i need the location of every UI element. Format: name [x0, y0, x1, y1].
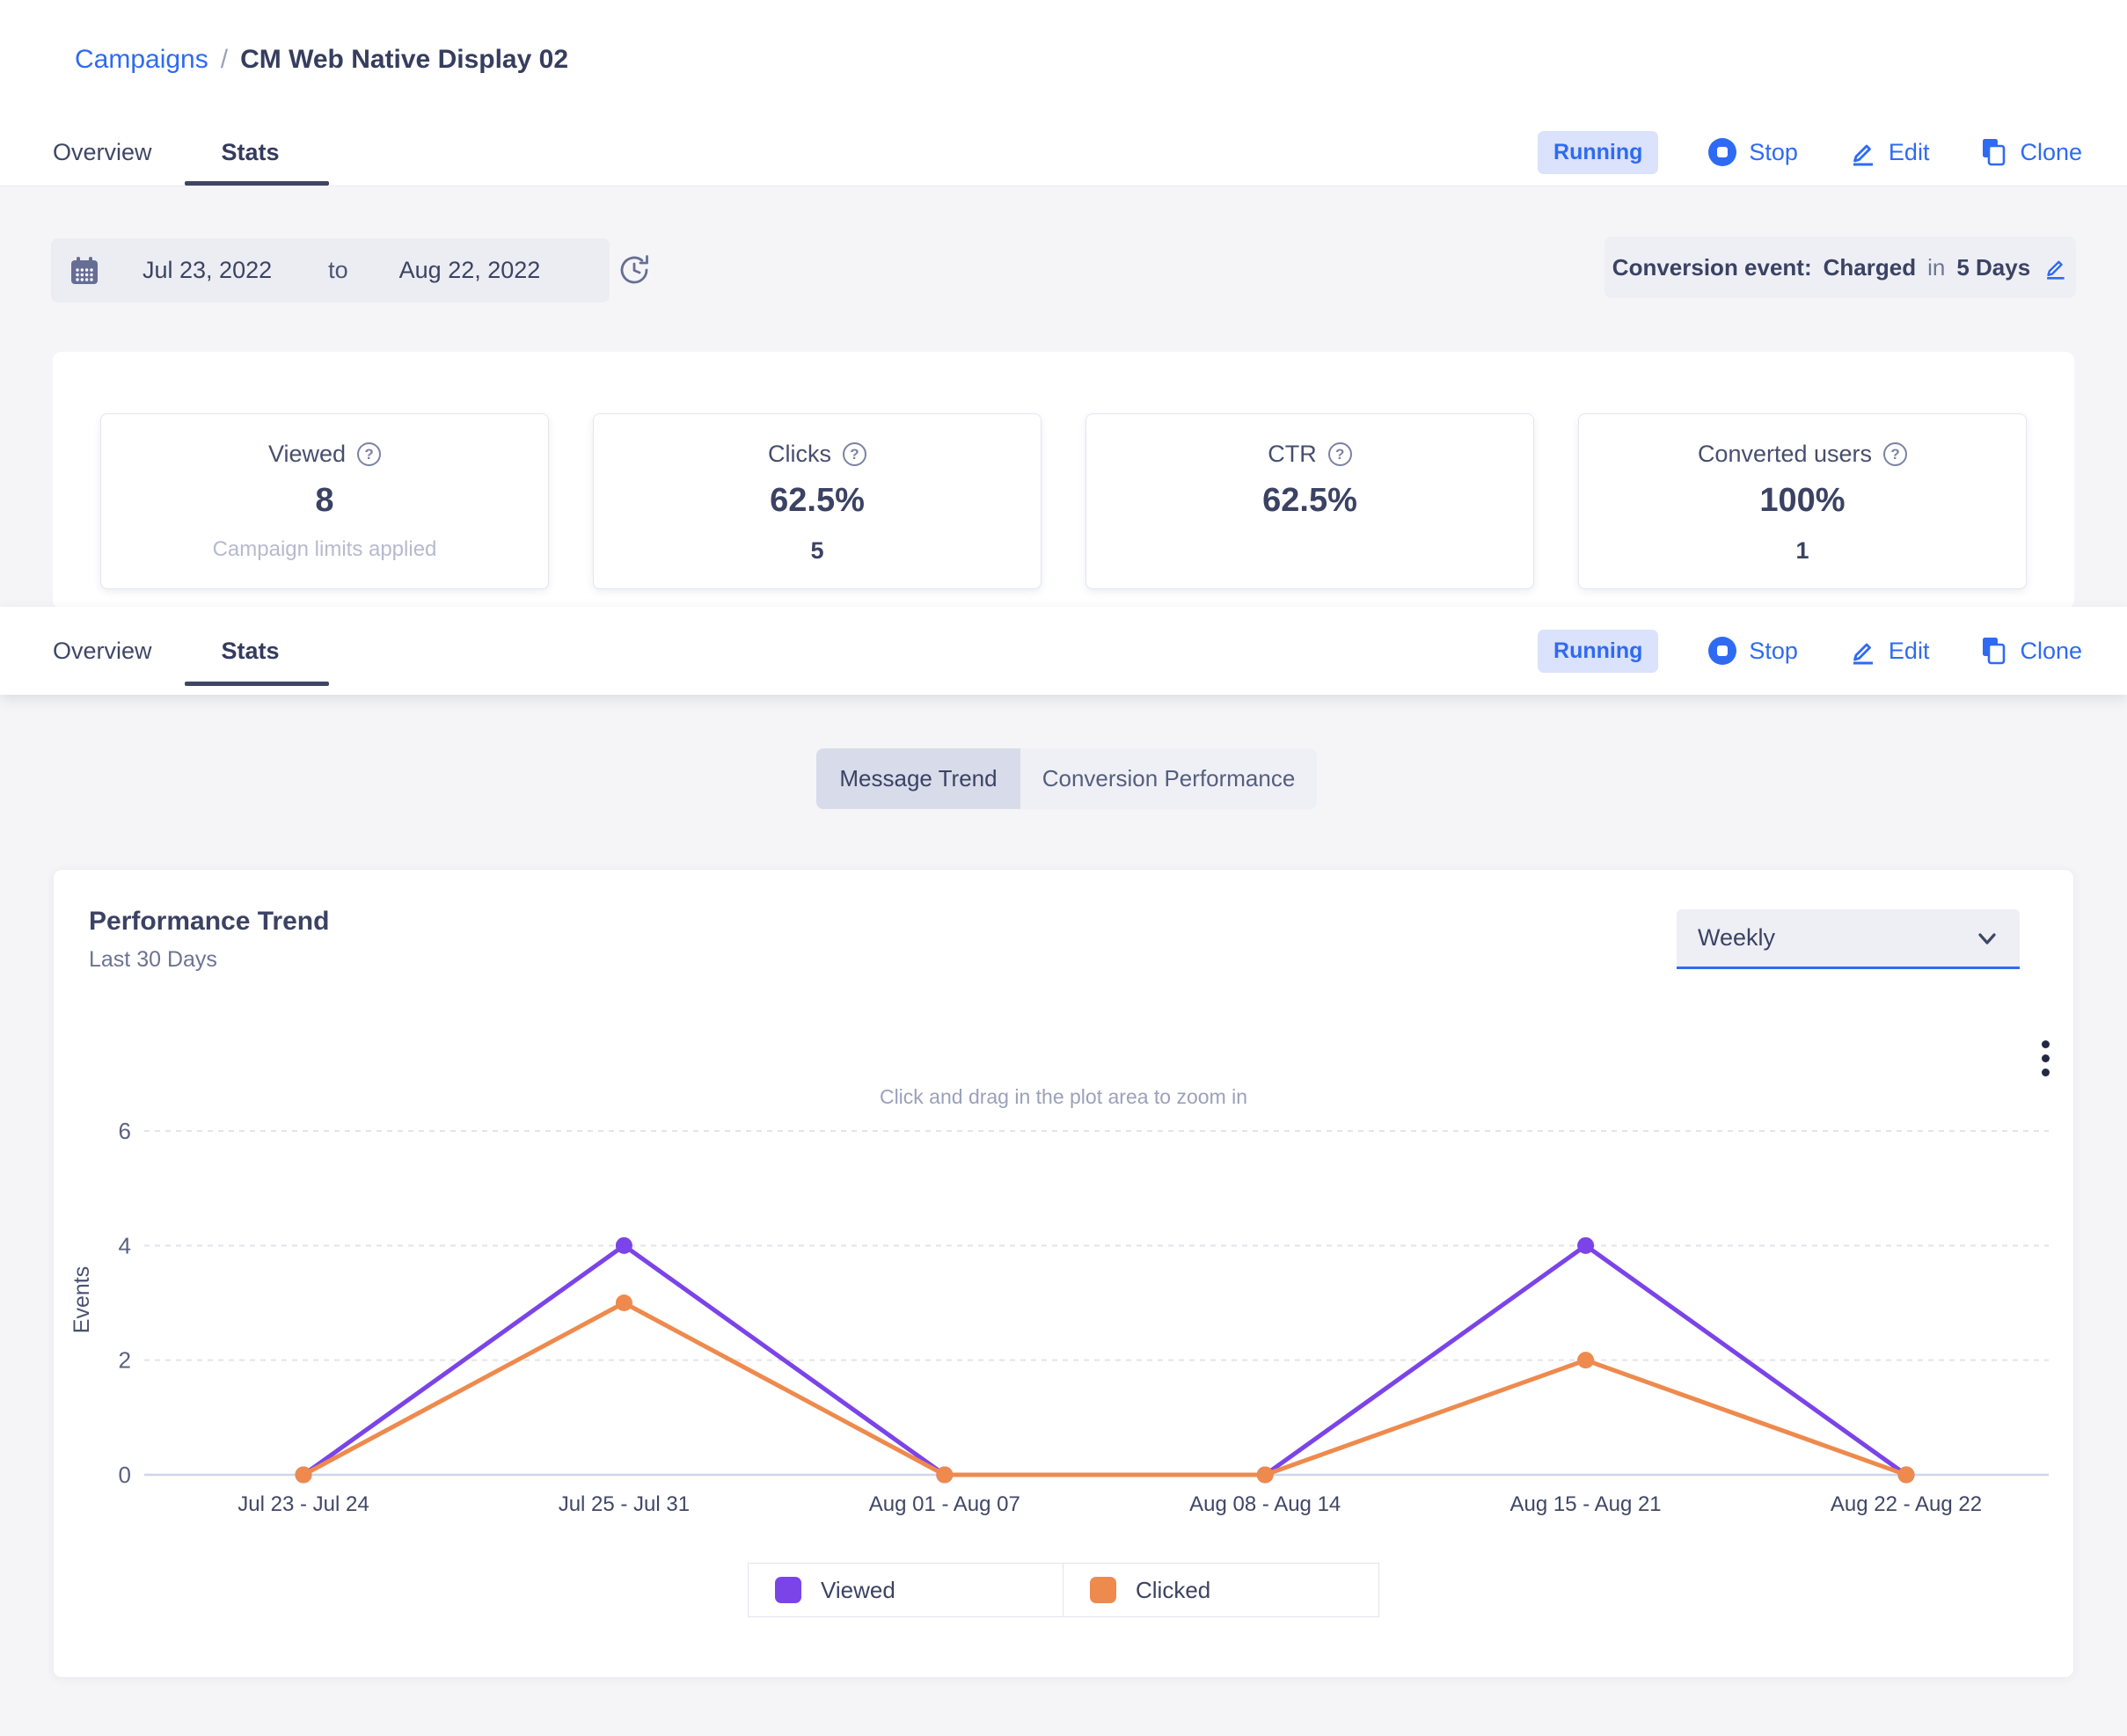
chart-menu-button[interactable] [2038, 1037, 2053, 1080]
conversion-event-value: Charged [1823, 253, 1917, 281]
legend-label: Clicked [1136, 1576, 1211, 1603]
breadcrumb: Campaigns / CM Web Native Display 02 [75, 0, 568, 119]
legend-label: Viewed [821, 1576, 895, 1603]
stat-card-viewed: Viewed 8 Campaign limits applied [100, 413, 549, 589]
conversion-edit-button[interactable] [2042, 254, 2068, 281]
clone-icon [1983, 139, 2006, 166]
active-tab-underline [185, 181, 329, 186]
chart-subtitle: Last 30 Days [89, 947, 217, 972]
active-tab-underline [185, 682, 329, 686]
help-icon[interactable] [843, 442, 866, 466]
status-badge: Running [1538, 130, 1659, 174]
stats-summary-panel: Viewed 8 Campaign limits applied Clicks … [53, 352, 2074, 609]
date-range-picker[interactable]: Jul 23, 2022 to Aug 22, 2022 [51, 238, 610, 303]
stat-card-clicks: Clicks 62.5% 5 [593, 413, 1042, 589]
edit-pencil-icon [2047, 260, 2065, 280]
tab-overview[interactable]: Overview [53, 637, 152, 664]
clone-button[interactable]: Clone [1978, 137, 2082, 167]
edit-button[interactable]: Edit [1847, 137, 1929, 167]
stat-value: 8 [315, 482, 334, 519]
conversion-in-label: in [1927, 253, 1946, 281]
svg-text:Jul 25 - Jul 31: Jul 25 - Jul 31 [559, 1492, 690, 1516]
svg-text:2: 2 [119, 1347, 131, 1374]
clicked-series-swatch [1090, 1577, 1116, 1603]
stop-icon [1708, 138, 1737, 166]
clone-icon [1983, 638, 2006, 665]
conversion-event-label: Conversion event: [1612, 253, 1812, 281]
conversion-event-pill: Conversion event: Charged in 5 Days [1604, 237, 2076, 298]
date-range-to-label: to [328, 257, 348, 283]
svg-text:Aug 08 - Aug 14: Aug 08 - Aug 14 [1189, 1492, 1341, 1516]
interval-dropdown[interactable]: Weekly [1677, 909, 2020, 969]
stop-button[interactable]: Stop [1707, 137, 1798, 167]
stat-label: Converted users [1697, 441, 1873, 467]
svg-text:0: 0 [119, 1462, 131, 1488]
refresh-button[interactable] [618, 253, 651, 291]
status-badge: Running [1538, 629, 1659, 673]
stat-label: CTR [1268, 441, 1317, 467]
legend-item-viewed[interactable]: Viewed [748, 1563, 1064, 1617]
viewed-series-swatch [775, 1577, 801, 1603]
trend-view-toggle: Message Trend Conversion Performance [816, 748, 1317, 809]
conversion-window-value: 5 Days [1956, 253, 2031, 281]
breadcrumb-campaigns-link[interactable]: Campaigns [75, 44, 208, 74]
trend-line-chart[interactable]: 0 2 4 6 Events Jul 23 - Jul 24 Jul 25 - Jul 31… [54, 1113, 2075, 1562]
stat-value: 62.5% [1262, 482, 1357, 519]
stat-label: Viewed [267, 441, 347, 467]
tab-overview[interactable]: Overview [53, 138, 152, 165]
svg-text:6: 6 [119, 1118, 131, 1144]
stat-value: 100% [1759, 482, 1846, 519]
performance-trend-card: Performance Trend Last 30 Days Weekly Cl… [53, 869, 2074, 1678]
svg-text:Events: Events [69, 1266, 94, 1333]
edit-pencil-icon [1853, 643, 1873, 665]
stop-icon [1708, 637, 1737, 665]
chart-title: Performance Trend [89, 907, 330, 936]
page-header: Campaigns / CM Web Native Display 02 [0, 0, 2127, 119]
chevron-down-icon [1978, 932, 1996, 945]
chart-zoom-hint: Click and drag in the plot area to zoom … [879, 1085, 1248, 1108]
date-range-end: Aug 22, 2022 [398, 257, 541, 283]
tab-bar-top: Overview Stats Running Stop Edit Clone [0, 119, 2127, 186]
stat-label: Clicks [768, 441, 831, 467]
clone-button[interactable]: Clone [1978, 636, 2082, 666]
help-icon[interactable] [1883, 442, 1908, 466]
tab-stats[interactable]: Stats [221, 637, 280, 664]
svg-text:Jul 23 - Jul 24: Jul 23 - Jul 24 [238, 1492, 369, 1516]
edit-button[interactable]: Edit [1847, 636, 1929, 666]
tab-stats[interactable]: Stats [221, 138, 280, 165]
date-range-start: Jul 23, 2022 [143, 257, 273, 283]
toggle-message-trend[interactable]: Message Trend [816, 748, 1020, 809]
edit-pencil-icon [1853, 144, 1873, 166]
stat-card-ctr: CTR 62.5% [1085, 413, 1534, 589]
breadcrumb-separator: / [220, 44, 229, 74]
calendar-icon [71, 256, 98, 284]
chart-legend: Viewed Clicked [54, 1563, 2073, 1617]
svg-text:Aug 22 - Aug 22: Aug 22 - Aug 22 [1831, 1492, 1982, 1516]
svg-text:4: 4 [119, 1232, 131, 1258]
page-title: CM Web Native Display 02 [240, 44, 568, 74]
stop-button[interactable]: Stop [1707, 636, 1798, 666]
help-icon[interactable] [357, 442, 382, 466]
stat-card-converted-users: Converted users 100% 1 [1578, 413, 2027, 589]
toggle-conversion-performance[interactable]: Conversion Performance [1020, 748, 1317, 809]
stat-subtext: Campaign limits applied [212, 537, 437, 561]
interval-dropdown-value: Weekly [1698, 924, 1776, 951]
help-icon[interactable] [1327, 442, 1352, 466]
refresh-history-icon [620, 255, 648, 284]
svg-text:Aug 15 - Aug 21: Aug 15 - Aug 21 [1510, 1492, 1662, 1516]
stat-subtext: 1 [1795, 537, 1809, 564]
stat-value: 62.5% [770, 482, 865, 519]
svg-text:Aug 01 - Aug 07: Aug 01 - Aug 07 [869, 1492, 1020, 1516]
tab-bar-sticky: Overview Stats Running Stop Edit Clone [0, 607, 2127, 695]
stat-subtext: 5 [810, 537, 824, 564]
legend-item-clicked[interactable]: Clicked [1064, 1563, 1379, 1617]
